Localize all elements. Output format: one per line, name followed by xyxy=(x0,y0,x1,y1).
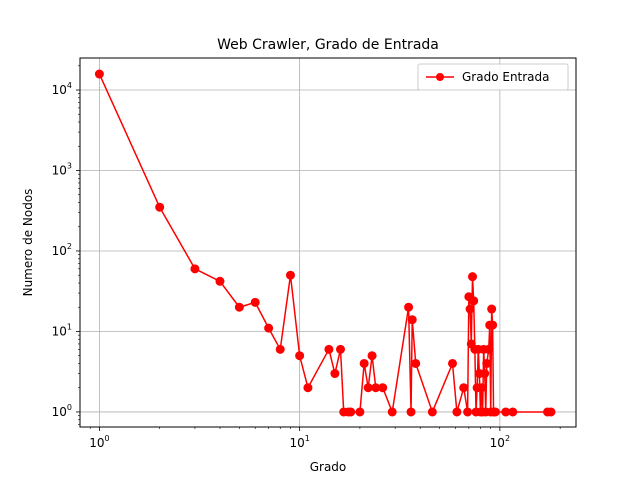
data-point xyxy=(285,270,295,280)
data-point xyxy=(427,407,437,417)
y-tick-label: 102 xyxy=(52,242,72,258)
data-point xyxy=(346,407,356,417)
data-point xyxy=(378,383,388,393)
data-point xyxy=(264,323,274,333)
y-tick-label: 101 xyxy=(52,322,72,338)
data-point xyxy=(546,407,556,417)
data-point xyxy=(336,344,346,354)
x-tick-label: 102 xyxy=(490,434,510,450)
y-tick-label-base: 10 xyxy=(52,164,67,178)
y-tick-label: 104 xyxy=(52,81,72,97)
y-tick-label-exponent: 2 xyxy=(67,242,72,251)
data-point xyxy=(480,369,490,379)
data-point xyxy=(190,264,200,274)
data-point xyxy=(295,351,305,361)
y-tick-label-base: 10 xyxy=(52,324,67,338)
x-tick-label-base: 10 xyxy=(490,436,505,450)
data-point xyxy=(508,407,518,417)
data-point xyxy=(482,358,492,368)
y-tick-label-exponent: 1 xyxy=(67,322,72,331)
legend-box xyxy=(417,63,569,91)
data-point xyxy=(387,407,397,417)
y-tick-label: 103 xyxy=(52,162,72,178)
x-tick-label: 101 xyxy=(289,434,309,450)
plot-frame xyxy=(79,57,577,428)
y-tick-label-exponent: 0 xyxy=(67,403,72,412)
y-tick-label-base: 10 xyxy=(52,244,67,258)
series-layer xyxy=(94,69,556,417)
data-point xyxy=(411,358,421,368)
data-point xyxy=(484,344,494,354)
data-point xyxy=(469,296,479,306)
y-tick-label: 100 xyxy=(52,403,72,419)
data-point xyxy=(452,407,462,417)
chart-title: Web Crawler, Grado de Entrada xyxy=(217,37,439,53)
data-point xyxy=(407,315,417,325)
data-point xyxy=(487,304,497,314)
legend: Grado Entrada xyxy=(417,63,569,91)
y-tick-label-base: 10 xyxy=(52,405,67,419)
data-point xyxy=(448,358,457,368)
data-point xyxy=(275,344,285,354)
data-point xyxy=(155,202,165,212)
x-tick-label-exponent: 1 xyxy=(305,434,310,443)
data-point xyxy=(406,407,416,417)
x-axis-label: Grado xyxy=(310,460,347,474)
data-point xyxy=(459,383,469,393)
data-point xyxy=(355,407,365,417)
data-point xyxy=(367,351,377,361)
data-point xyxy=(477,383,487,393)
y-tick-label-exponent: 4 xyxy=(67,81,72,90)
y-tick-label-base: 10 xyxy=(52,83,67,97)
x-tick-label-exponent: 2 xyxy=(505,434,510,443)
x-tick-label-exponent: 0 xyxy=(104,434,109,443)
y-tick-label-exponent: 3 xyxy=(67,162,72,171)
data-point xyxy=(404,302,414,312)
legend-marker xyxy=(436,73,444,81)
data-point xyxy=(465,304,475,314)
data-point xyxy=(94,69,104,79)
data-point xyxy=(463,407,473,417)
data-point xyxy=(250,297,260,307)
data-point xyxy=(488,320,498,330)
y-axis-label: Numero de Nodos xyxy=(21,189,35,297)
data-point xyxy=(303,383,313,393)
data-point xyxy=(468,272,477,282)
x-tick-label: 100 xyxy=(89,434,109,450)
x-tick-label-base: 10 xyxy=(289,436,304,450)
data-point xyxy=(330,369,340,379)
legend-label: Grado Entrada xyxy=(462,70,550,84)
grid xyxy=(80,58,576,427)
data-point xyxy=(215,276,225,286)
data-point xyxy=(363,383,373,393)
x-tick-label-base: 10 xyxy=(89,436,104,450)
data-point xyxy=(359,358,369,368)
data-point xyxy=(490,407,500,417)
data-point xyxy=(324,344,334,354)
data-point xyxy=(234,302,244,312)
